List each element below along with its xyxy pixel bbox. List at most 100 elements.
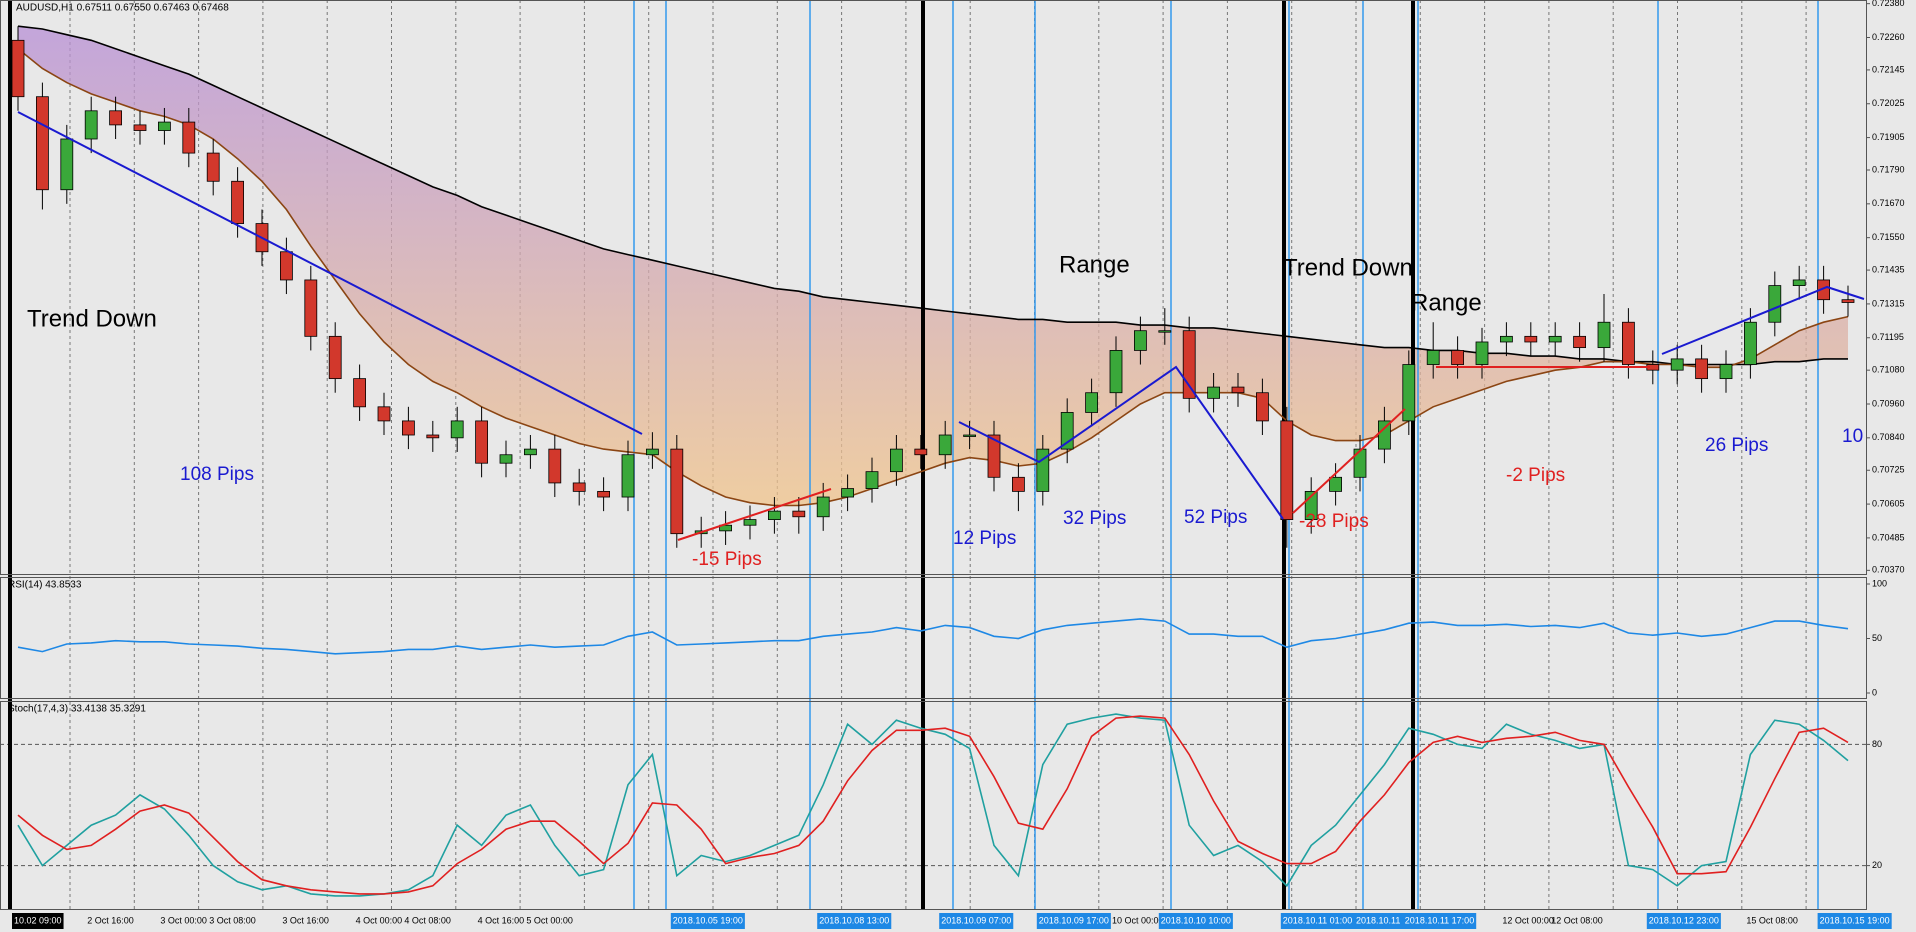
rsi-title: RSI(14) 43.8533 (8, 580, 82, 591)
y-tick-label: 0.71905 (1872, 132, 1905, 142)
y-tick-label: 0.71080 (1872, 365, 1905, 375)
y-tick-label: 0.71790 (1872, 164, 1905, 174)
annotation: -28 Pips (1299, 511, 1369, 532)
x-tick-label: 10.02 09:00 (14, 915, 62, 925)
candle-body (1280, 420, 1294, 520)
y-tick-label: 0.71315 (1872, 298, 1905, 308)
annotation: Trend Down (1283, 254, 1413, 281)
x-label-highlight (1402, 913, 1477, 929)
trend-line (17, 111, 643, 435)
candle-body (1036, 448, 1050, 492)
trend-line (677, 488, 832, 541)
price-panel (0, 0, 1867, 575)
x-label-highlight (1646, 913, 1721, 929)
x-tick-label: 10 Oct 00:00 (1112, 915, 1164, 925)
candle-body (133, 124, 147, 131)
x-tick-label: 2018.10.15 19:00 (1820, 915, 1890, 925)
candle-body (157, 121, 171, 131)
y-tick-label: 0.70370 (1872, 565, 1905, 575)
candle-body (1500, 335, 1513, 343)
y-tick-label: 0.70725 (1872, 465, 1905, 475)
x-tick-label: 12 Oct 00:00 (1502, 915, 1554, 925)
candle-body (1402, 364, 1416, 422)
y-tick-label: 0.72260 (1872, 32, 1905, 42)
candle-body (572, 482, 586, 492)
y-tick-label: 0.70840 (1872, 432, 1905, 442)
x-tick-label: 2018.10.08 13:00 (819, 915, 889, 925)
candle-body (1207, 386, 1220, 399)
candle-body (450, 420, 464, 439)
candle-body (401, 420, 415, 436)
candle-body (1622, 321, 1635, 365)
x-label-highlight (1280, 913, 1355, 929)
candle-body (1597, 321, 1611, 349)
y-tick-label: 50 (1872, 633, 1882, 643)
annotation: Range (1411, 289, 1482, 316)
annotation: 108 Pips (180, 464, 254, 485)
candle-body (1768, 285, 1782, 323)
candle-body (841, 488, 854, 498)
candle-body (524, 448, 537, 456)
indicator-line (17, 48, 1849, 507)
candle-body (231, 180, 245, 224)
annotation: 12 Pips (953, 528, 1016, 549)
y-tick-label: 0.71435 (1872, 264, 1905, 274)
stoch-panel (0, 701, 1867, 910)
candle-body (60, 138, 74, 191)
candle-body (1134, 330, 1147, 351)
candle-body (304, 279, 318, 337)
trend-line (1661, 285, 1865, 355)
annotation: -15 Pips (692, 549, 762, 570)
candle-body (938, 434, 952, 456)
candle-body (963, 434, 976, 437)
x-tick-label: 4 Oct 08:00 (404, 915, 451, 925)
candle-body (1158, 330, 1172, 333)
symbol-title: AUDUSD,H1 0.67511 0.67550 0.67463 0.6746… (16, 3, 229, 14)
annotation: 32 Pips (1063, 508, 1126, 529)
annotation: 10 (1842, 426, 1863, 447)
annotation: -2 Pips (1506, 465, 1565, 486)
candle-body (719, 524, 732, 532)
candle-body (1426, 350, 1440, 365)
x-label-highlight (939, 913, 1014, 929)
candle-body (743, 519, 757, 526)
candle-body (670, 448, 684, 535)
candle-body (597, 490, 610, 498)
x-tick-label: 15 Oct 08:00 (1746, 915, 1798, 925)
x-tick-label: 2018.10.11 01:00 (1283, 915, 1352, 925)
candle-body (792, 510, 806, 518)
indicator-line (17, 25, 1848, 366)
candle-body (1231, 386, 1245, 394)
candle-body (206, 152, 220, 182)
x-tick-label: 2018.10.09 17:00 (1039, 915, 1109, 925)
trend-line (1292, 408, 1406, 514)
y-tick-label: 0.70485 (1872, 532, 1905, 542)
candle-body (1256, 392, 1269, 422)
candle-body (621, 454, 635, 498)
candle-body (865, 471, 879, 489)
candle-body (1792, 279, 1806, 286)
x-tick-label: 2018.10.11 17:00 (1405, 915, 1474, 925)
candle-body (1719, 364, 1733, 380)
x-tick-label: 3 Oct 16:00 (282, 915, 329, 925)
candle-body (1012, 476, 1025, 492)
candle-body (1475, 341, 1489, 365)
candle-body (1573, 335, 1586, 349)
candle-body (1085, 392, 1098, 413)
x-tick-label: 2018.10.05 19:00 (673, 915, 743, 925)
candle-body (353, 378, 367, 408)
candle-body (548, 448, 562, 484)
annotation: 26 Pips (1705, 435, 1768, 456)
x-label-highlight (12, 913, 64, 929)
x-tick-label: 2 Oct 16:00 (87, 915, 134, 925)
candle-body (914, 448, 928, 456)
candle-body (11, 39, 25, 98)
y-tick-label: 80 (1872, 739, 1882, 749)
candle-body (816, 496, 830, 518)
x-tick-label: 2018.10.12 23:00 (1649, 915, 1719, 925)
candle-body (328, 335, 342, 380)
annotation: Range (1059, 251, 1130, 278)
stoch-title: Stoch(17,4,3) 33.4138 35.3291 (8, 704, 146, 715)
